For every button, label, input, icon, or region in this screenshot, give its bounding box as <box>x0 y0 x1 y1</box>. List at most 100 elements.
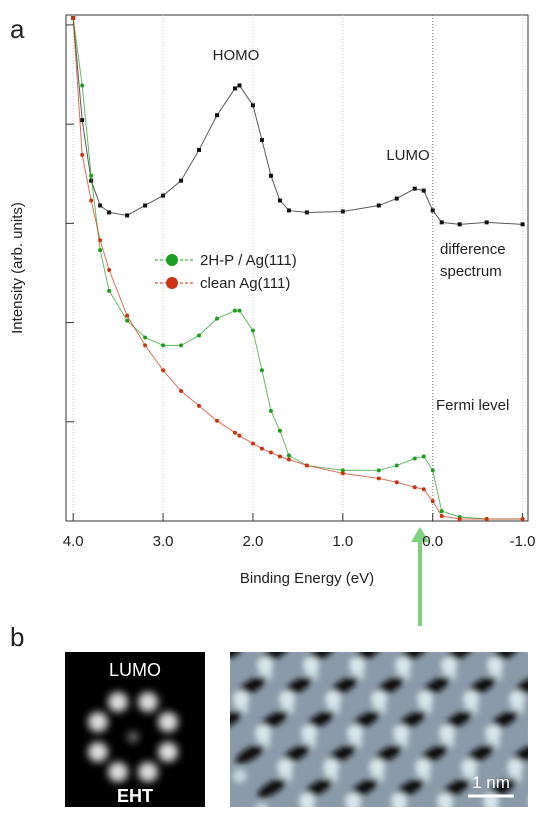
stm-dark <box>145 605 179 631</box>
data-point <box>233 309 237 313</box>
data-point <box>431 208 435 212</box>
data-point <box>233 431 237 435</box>
data-point <box>215 317 219 321</box>
stm-bright <box>440 586 462 608</box>
data-point <box>161 194 165 198</box>
panel-label: a <box>10 14 25 44</box>
stm-bright <box>142 631 161 650</box>
stm-bright <box>530 654 543 676</box>
stm-feature <box>267 586 337 650</box>
stm-bright <box>464 631 483 650</box>
stm-feature <box>537 790 543 809</box>
data-point <box>143 343 147 347</box>
data-point <box>485 517 489 521</box>
x-tick-label: 4.0 <box>63 533 84 550</box>
stm-dark <box>467 605 501 631</box>
data-point <box>80 153 84 157</box>
data-point <box>237 434 241 438</box>
stm-dark <box>533 707 543 733</box>
data-point <box>377 203 381 207</box>
stm-dark <box>421 605 455 631</box>
data-point <box>395 463 399 467</box>
data-point <box>197 333 201 337</box>
data-point <box>89 174 93 178</box>
data-point <box>98 238 102 242</box>
data-point <box>278 455 282 459</box>
data-point <box>215 113 219 117</box>
stm-dark <box>531 775 543 801</box>
stm-bright <box>256 586 278 608</box>
stm-bright <box>326 631 345 650</box>
legend-label: 2H-P / Ag(111) <box>200 252 297 269</box>
x-tick-label: 1.0 <box>332 533 353 550</box>
stm-dark <box>191 605 225 631</box>
stm-bright <box>394 586 416 608</box>
stm-bright <box>532 665 543 684</box>
stm-feature <box>451 586 521 650</box>
data-point <box>197 404 201 408</box>
stm-feature <box>175 586 245 650</box>
stm-bright <box>418 631 437 650</box>
data-point <box>179 343 183 347</box>
data-point <box>287 208 291 212</box>
data-point <box>260 368 264 372</box>
data-point <box>107 210 111 214</box>
data-point <box>197 148 201 152</box>
stm-bright <box>186 620 208 642</box>
data-point <box>341 471 345 475</box>
data-point <box>305 463 309 467</box>
stm-dark <box>283 605 317 631</box>
data-point <box>305 210 309 214</box>
data-point <box>251 442 255 446</box>
stm-bright <box>370 620 392 642</box>
image-method: EHT <box>117 786 153 806</box>
stm-dark <box>237 605 271 631</box>
data-point <box>161 343 165 347</box>
stm-dark <box>375 605 409 631</box>
data-point <box>422 455 426 459</box>
image-title: LUMO <box>109 660 161 680</box>
annotation: LUMO <box>386 147 429 164</box>
data-point <box>485 220 489 224</box>
data-point <box>98 248 102 252</box>
data-point <box>179 179 183 183</box>
stm-bright <box>278 620 300 642</box>
stm-dark <box>535 639 543 665</box>
data-point <box>260 447 264 451</box>
stm-bright <box>210 665 229 684</box>
data-point <box>521 222 525 226</box>
data-point <box>395 197 399 201</box>
data-point <box>395 480 399 484</box>
stm-bright <box>208 733 227 752</box>
legend-label: clean Ag(111) <box>200 275 290 292</box>
stm-feature <box>129 586 199 650</box>
data-point <box>431 468 435 472</box>
data-point <box>431 499 435 503</box>
y-axis-label: Intensity (arb. units) <box>9 202 26 334</box>
stm-feature <box>539 722 543 786</box>
annotation: HOMO <box>213 47 260 64</box>
stm-feature <box>313 586 383 650</box>
x-tick-label: 3.0 <box>153 533 174 550</box>
data-point <box>125 319 129 323</box>
stm-bright <box>528 801 543 809</box>
data-point <box>440 514 444 518</box>
stm-bright <box>232 620 254 642</box>
stm-bright <box>372 631 391 650</box>
stm-bright <box>210 586 232 608</box>
stm-bright <box>324 620 346 642</box>
data-point <box>80 118 84 122</box>
data-point <box>287 457 291 461</box>
x-tick-label: 0.0 <box>422 533 443 550</box>
x-axis-label: Binding Energy (eV) <box>240 570 374 587</box>
stm-bright <box>526 790 543 809</box>
stm-dark <box>329 605 363 631</box>
stm-bright <box>164 586 186 608</box>
x-tick-label: 2.0 <box>243 533 264 550</box>
simulation-image: LUMO EHT <box>65 652 205 807</box>
data-point <box>422 189 426 193</box>
stm-feature <box>497 586 543 650</box>
data-point <box>278 429 282 433</box>
data-point <box>143 203 147 207</box>
